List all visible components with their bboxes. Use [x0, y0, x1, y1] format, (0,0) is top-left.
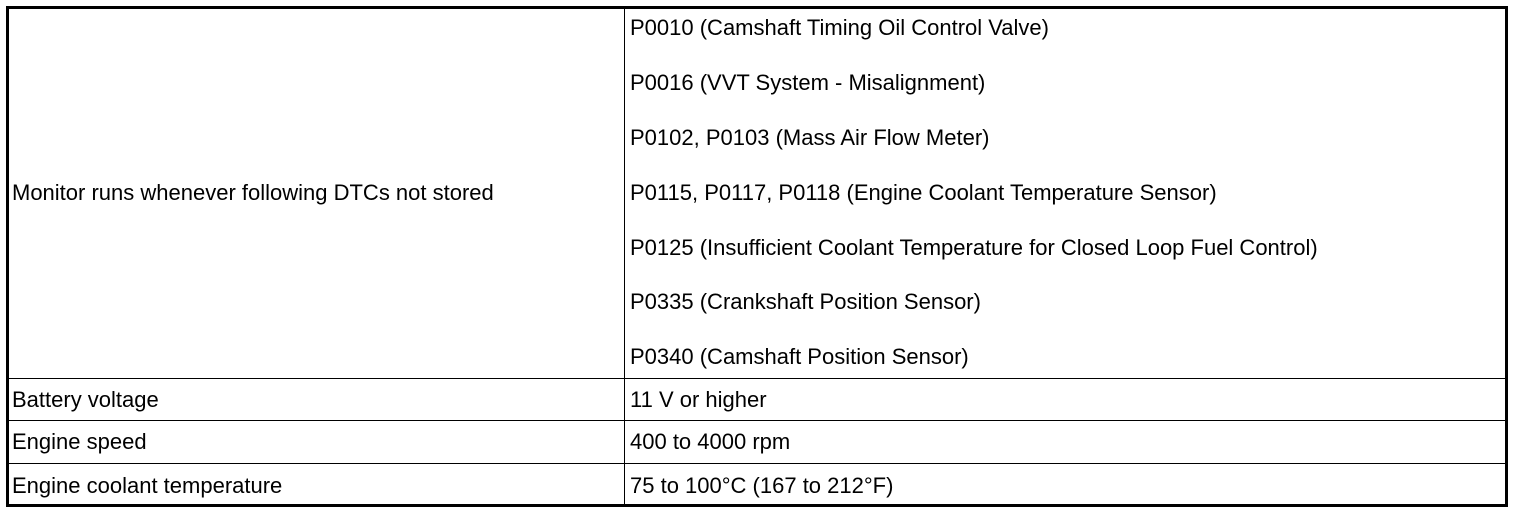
- table-border: [6, 6, 1508, 507]
- row-divider: [6, 378, 1508, 379]
- condition-label: Monitor runs whenever following DTCs not…: [12, 180, 494, 205]
- dtc-item: P0335 (Crankshaft Position Sensor): [630, 289, 981, 314]
- condition-value: 11 V or higher: [630, 387, 767, 412]
- dtc-item: P0102, P0103 (Mass Air Flow Meter): [630, 125, 990, 150]
- dtc-item: P0125 (Insufficient Coolant Temperature …: [630, 235, 1318, 260]
- condition-value: 400 to 4000 rpm: [630, 429, 791, 454]
- row-divider: [6, 420, 1508, 421]
- column-divider: [624, 6, 625, 507]
- condition-value: 75 to 100°C (167 to 212°F): [630, 473, 894, 498]
- row-divider: [6, 463, 1508, 464]
- condition-label: Engine speed: [12, 429, 147, 454]
- condition-label: Battery voltage: [12, 387, 159, 412]
- dtc-item: P0010 (Camshaft Timing Oil Control Valve…: [630, 15, 1049, 40]
- dtc-item: P0340 (Camshaft Position Sensor): [630, 344, 969, 369]
- dtc-item: P0115, P0117, P0118 (Engine Coolant Temp…: [630, 180, 1217, 205]
- condition-label: Engine coolant temperature: [12, 473, 283, 498]
- dtc-item: P0016 (VVT System - Misalignment): [630, 70, 986, 95]
